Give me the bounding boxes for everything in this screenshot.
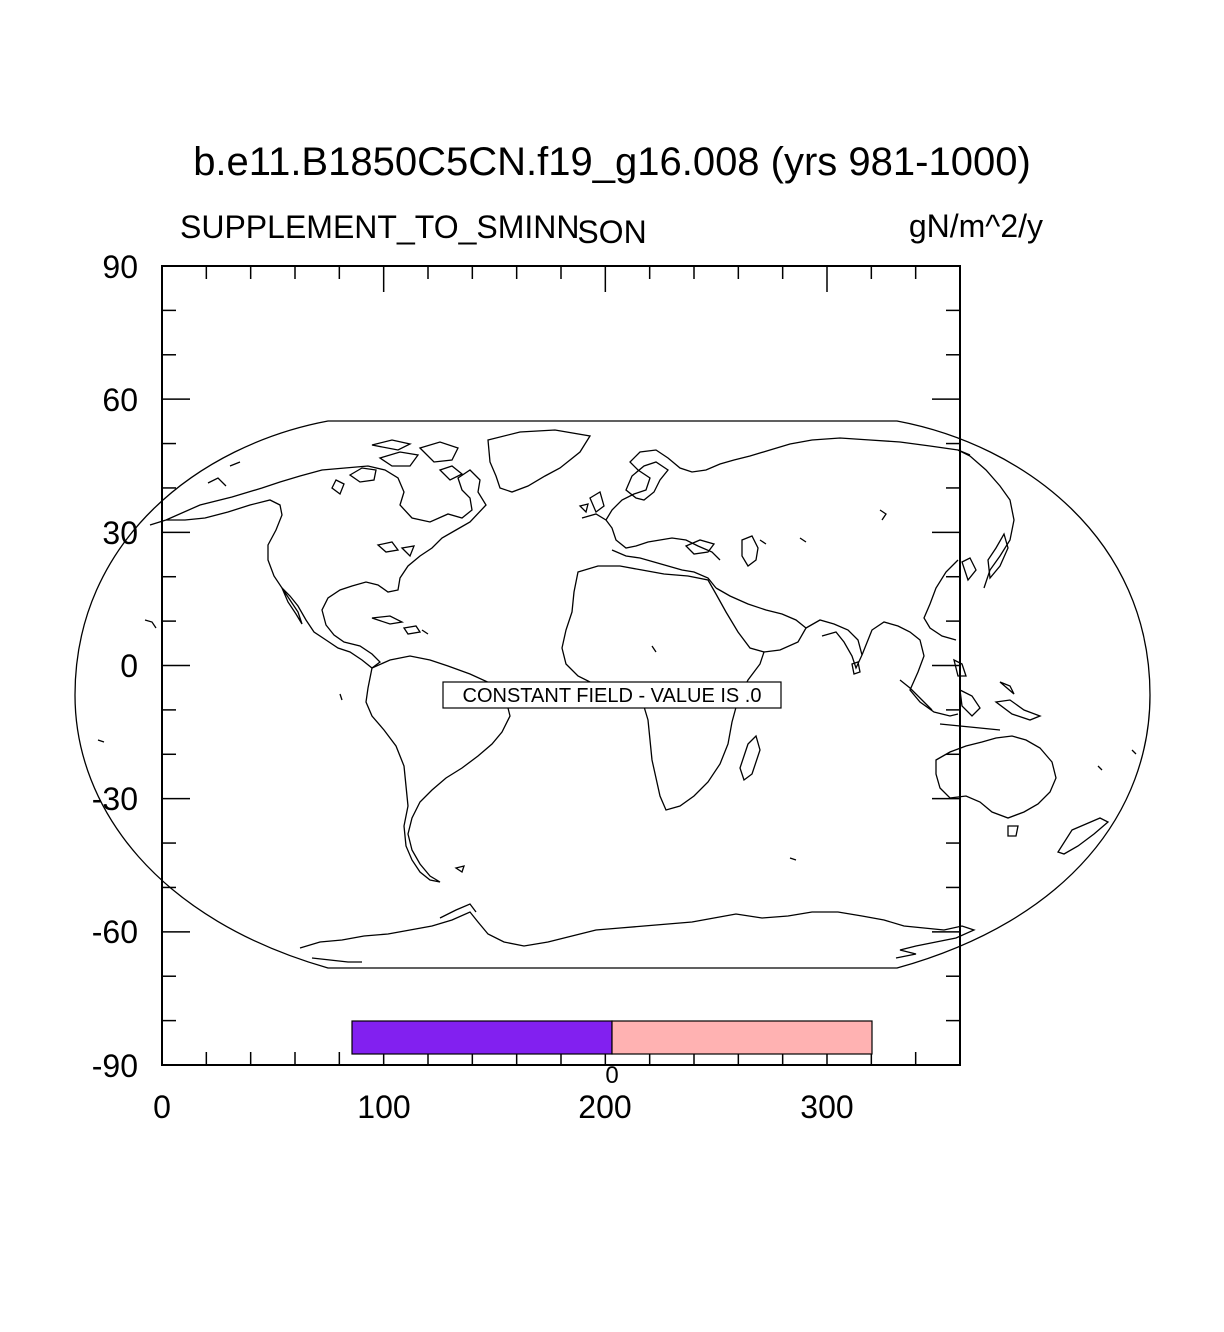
coastline-arabia	[715, 587, 807, 653]
coastline-arctic-islands	[331, 439, 464, 496]
x-tick-label-100: 100	[357, 1089, 410, 1125]
coastline-falklands	[454, 865, 465, 874]
coastline-madagascar	[739, 734, 761, 782]
y-tick-label-neg30: -30	[92, 781, 138, 817]
constant-field-box-border	[442, 681, 782, 709]
colorbar-segment-high	[611, 1020, 873, 1055]
x-tick-label-300: 300	[800, 1089, 853, 1125]
constant-field-label: CONSTANT FIELD - VALUE IS .0	[463, 685, 762, 707]
coastline-tasmania	[1007, 825, 1019, 837]
y-tick-label-60: 60	[102, 382, 138, 418]
projection-boundary	[74, 420, 1151, 969]
coastline-antarctic-peninsula	[311, 903, 477, 963]
y-tick-label-0: 0	[120, 648, 138, 684]
left-string: SUPPLEMENT_TO_SMINN	[180, 209, 580, 245]
coastline-korea	[961, 557, 977, 582]
colorbar-label-0: 0	[605, 1062, 618, 1089]
coastline-sri-lanka	[851, 661, 861, 675]
coastline-scandinavia	[625, 461, 669, 501]
y-tick-label-90: 90	[102, 249, 138, 285]
y-tick-labels: 90 60 30 0 -30 -60 -90	[92, 249, 138, 1084]
coastline-new-zealand	[1057, 817, 1110, 855]
right-string: gN/m^2/y	[909, 208, 1043, 244]
constant-field-box: CONSTANT FIELD - VALUE IS .0	[442, 681, 782, 709]
colorbar: 0	[351, 1020, 873, 1089]
coastline-greenland	[487, 429, 592, 493]
coastline-caspian	[741, 535, 759, 567]
axis-ticks	[161, 265, 961, 1066]
coastline-mediterranean	[611, 549, 717, 589]
coastline-alaska-islands	[149, 461, 241, 526]
coastline-north-america	[165, 465, 487, 669]
coastline-japan	[987, 532, 1009, 580]
colorbar-segment-low	[351, 1020, 613, 1055]
coastline-siberia	[957, 449, 1015, 589]
coastline-small-islands	[97, 509, 1137, 861]
x-tick-label-0: 0	[153, 1089, 171, 1125]
y-tick-label-neg90: -90	[92, 1048, 138, 1084]
coastline-british-isles	[578, 491, 605, 514]
coastline-indonesia	[899, 658, 1042, 731]
center-string: SON	[577, 214, 646, 250]
plot-title: b.e11.B1850C5CN.f19_g16.008 (yrs 981-100…	[193, 140, 1031, 184]
y-tick-label-30: 30	[102, 515, 138, 551]
x-tick-labels: 0 100 200 300	[153, 1089, 854, 1125]
coastline-caribbean	[371, 615, 429, 635]
map-area	[74, 420, 1151, 969]
coastline-australia	[935, 735, 1057, 819]
coastline-antarctica	[299, 911, 976, 959]
x-tick-label-200: 200	[578, 1089, 631, 1125]
y-tick-label-neg60: -60	[92, 914, 138, 950]
coastline-baja	[281, 587, 303, 625]
axes-frame	[161, 265, 961, 1066]
coastline-black-sea	[684, 539, 716, 555]
coastline-africa	[561, 565, 765, 811]
coastline-asia	[805, 559, 959, 717]
coastline-europe	[581, 437, 971, 561]
coastline-great-lakes	[376, 541, 416, 558]
